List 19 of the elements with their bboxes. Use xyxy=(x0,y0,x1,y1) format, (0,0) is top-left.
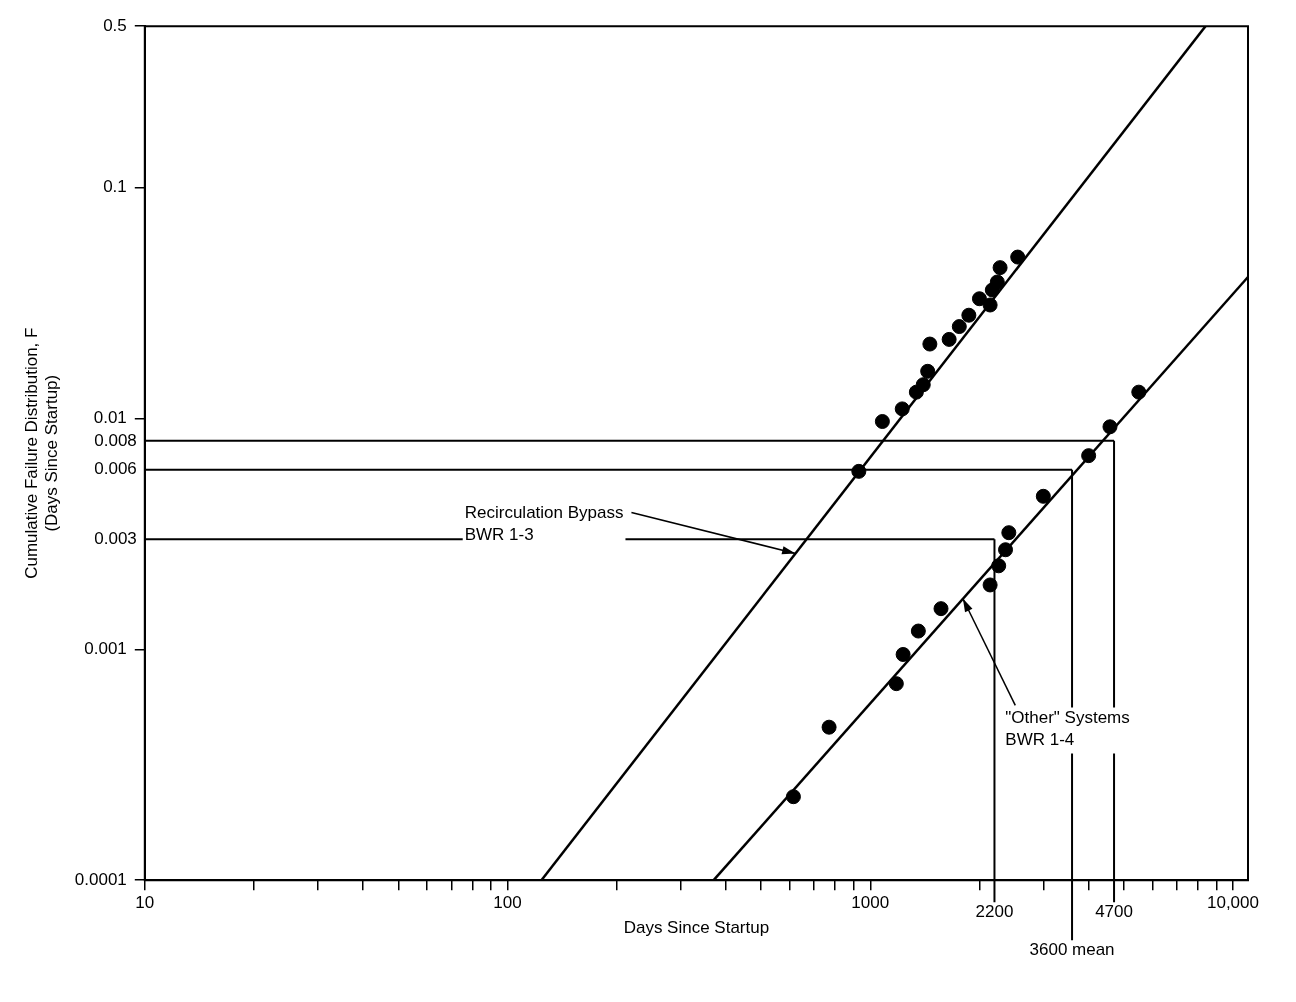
y-tick-label: 0.001 xyxy=(84,639,127,659)
annotation: Recirculation Bypass BWR 1-3 xyxy=(464,502,624,544)
x-axis-title: Days Since Startup xyxy=(623,918,770,938)
ref-line-label: 0.006 xyxy=(94,459,137,479)
x-tick-label: 10 xyxy=(135,893,155,913)
ref-line-label: 4700 xyxy=(1095,902,1133,922)
y-tick-label: 0.5 xyxy=(103,15,127,35)
y-axis-title: Cumulative Failure Distribution, F (Days Since Startup) xyxy=(21,327,62,579)
y-tick-label: 0.1 xyxy=(103,177,127,197)
x-tick-label: 1000 xyxy=(851,893,890,913)
x-tick-label: 100 xyxy=(493,893,522,913)
ref-line-label: 2200 xyxy=(975,902,1014,922)
y-tick-label: 0.0001 xyxy=(74,869,127,889)
ref-line-label: 0.008 xyxy=(94,430,137,450)
x-tick-label: 10,000 xyxy=(1206,893,1259,913)
y-tick-label: 0.01 xyxy=(93,408,127,428)
annotation: "Other" Systems BWR 1-4 xyxy=(1005,707,1130,749)
ref-line-label: 0.003 xyxy=(94,528,137,548)
ref-line-label: 3600 mean xyxy=(1029,940,1115,960)
